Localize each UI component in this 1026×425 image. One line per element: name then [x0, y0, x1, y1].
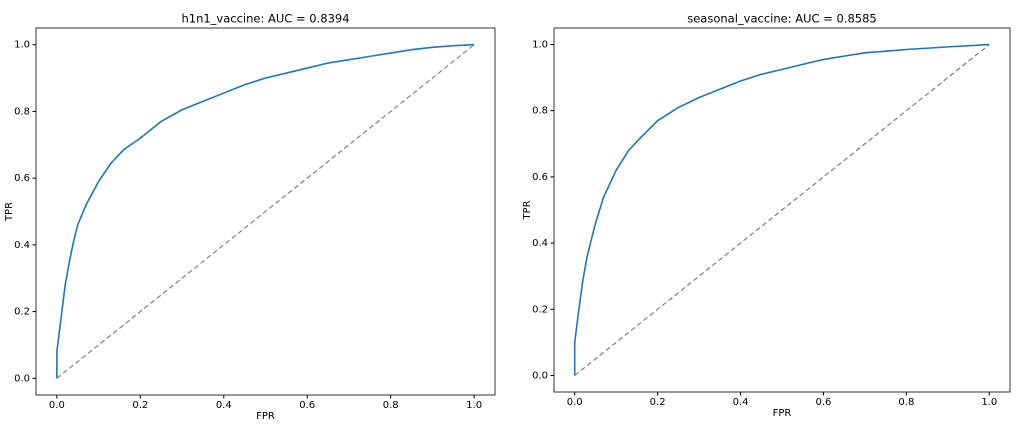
x-tick-label: 1.0 — [981, 397, 997, 408]
x-tick-label: 0.6 — [816, 397, 832, 408]
y-tick-label: 0.8 — [532, 106, 548, 117]
y-tick-label: 1.0 — [532, 40, 548, 51]
x-tick-label: 0.8 — [898, 397, 914, 408]
y-tick-label: 0.4 — [14, 240, 30, 251]
y-tick-label: 0.0 — [14, 373, 30, 384]
y-tick-label: 0.2 — [14, 307, 30, 318]
x-tick-label: 0.0 — [49, 400, 65, 411]
y-axis-label: TPR — [522, 200, 533, 220]
x-tick-label: 1.0 — [466, 400, 482, 411]
reference-line — [56, 44, 475, 379]
y-tick-label: 0.2 — [532, 304, 548, 315]
x-tick-label: 0.2 — [132, 400, 148, 411]
roc-curve — [56, 43, 475, 379]
x-tick-label: 0.4 — [216, 400, 232, 411]
y-tick-label: 1.0 — [14, 40, 30, 51]
plot-area — [35, 27, 496, 396]
y-tick-label: 0.4 — [532, 238, 548, 249]
roc-curve — [573, 43, 990, 376]
x-tick-label: 0.8 — [383, 400, 399, 411]
x-axis-label: FPR — [256, 411, 275, 422]
y-tick-label: 0.6 — [532, 172, 548, 183]
x-tick-label: 0.4 — [733, 397, 749, 408]
x-tick-label: 0.6 — [299, 400, 315, 411]
y-tick-label: 0.8 — [14, 106, 30, 117]
chart-title: seasonal_vaccine: AUC = 0.8585 — [687, 12, 877, 26]
chart-title: h1n1_vaccine: AUC = 0.8394 — [181, 12, 349, 26]
reference-line — [574, 44, 990, 376]
y-axis-label: TPR — [4, 202, 15, 222]
y-tick-label: 0.6 — [14, 173, 30, 184]
x-tick-label: 0.0 — [567, 397, 583, 408]
y-tick-label: 0.0 — [532, 370, 548, 381]
plot-area — [553, 27, 1011, 393]
x-axis-label: FPR — [773, 408, 792, 419]
x-tick-label: 0.2 — [650, 397, 666, 408]
